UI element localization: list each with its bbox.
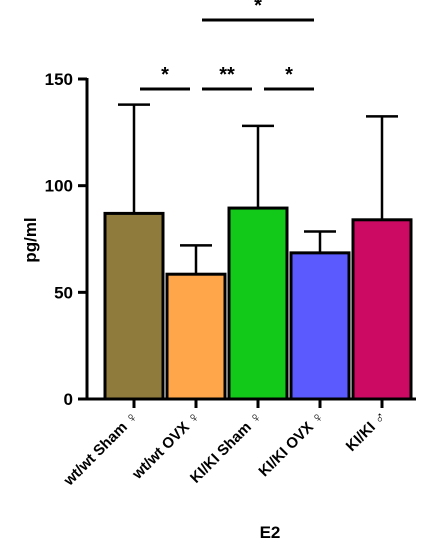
x-axis: wt/wt Sham ♀wt/wt OVX ♀KI/KI Sham ♀KI/KI… [60, 397, 416, 490]
x-tick-label: wt/wt Sham ♀ [60, 408, 142, 490]
bar [165, 272, 227, 401]
bars [103, 206, 413, 401]
y-tick-label: 150 [45, 70, 73, 89]
y-tick-label: 50 [54, 283, 73, 302]
significance-label: * [254, 0, 262, 17]
bar [289, 251, 351, 401]
y-axis: 0 50 100 150 [45, 70, 89, 409]
error-bars [118, 103, 398, 275]
y-tick-label: 0 [64, 390, 73, 409]
significance-label: * [285, 64, 293, 86]
significance-brackets: * ** ** [140, 0, 314, 91]
significance-label: * [161, 64, 169, 86]
x-axis-label: E2 [260, 523, 281, 542]
y-axis-label: pg/ml [21, 217, 40, 262]
y-tick-label: 100 [45, 177, 73, 196]
x-tick-label: KI/KI OVX ♀ [255, 408, 327, 480]
bar [227, 206, 289, 401]
bar [351, 218, 413, 401]
bar [103, 211, 165, 401]
x-tick-label: KI/KI ♂ [343, 408, 390, 455]
significance-label: ** [219, 64, 235, 86]
